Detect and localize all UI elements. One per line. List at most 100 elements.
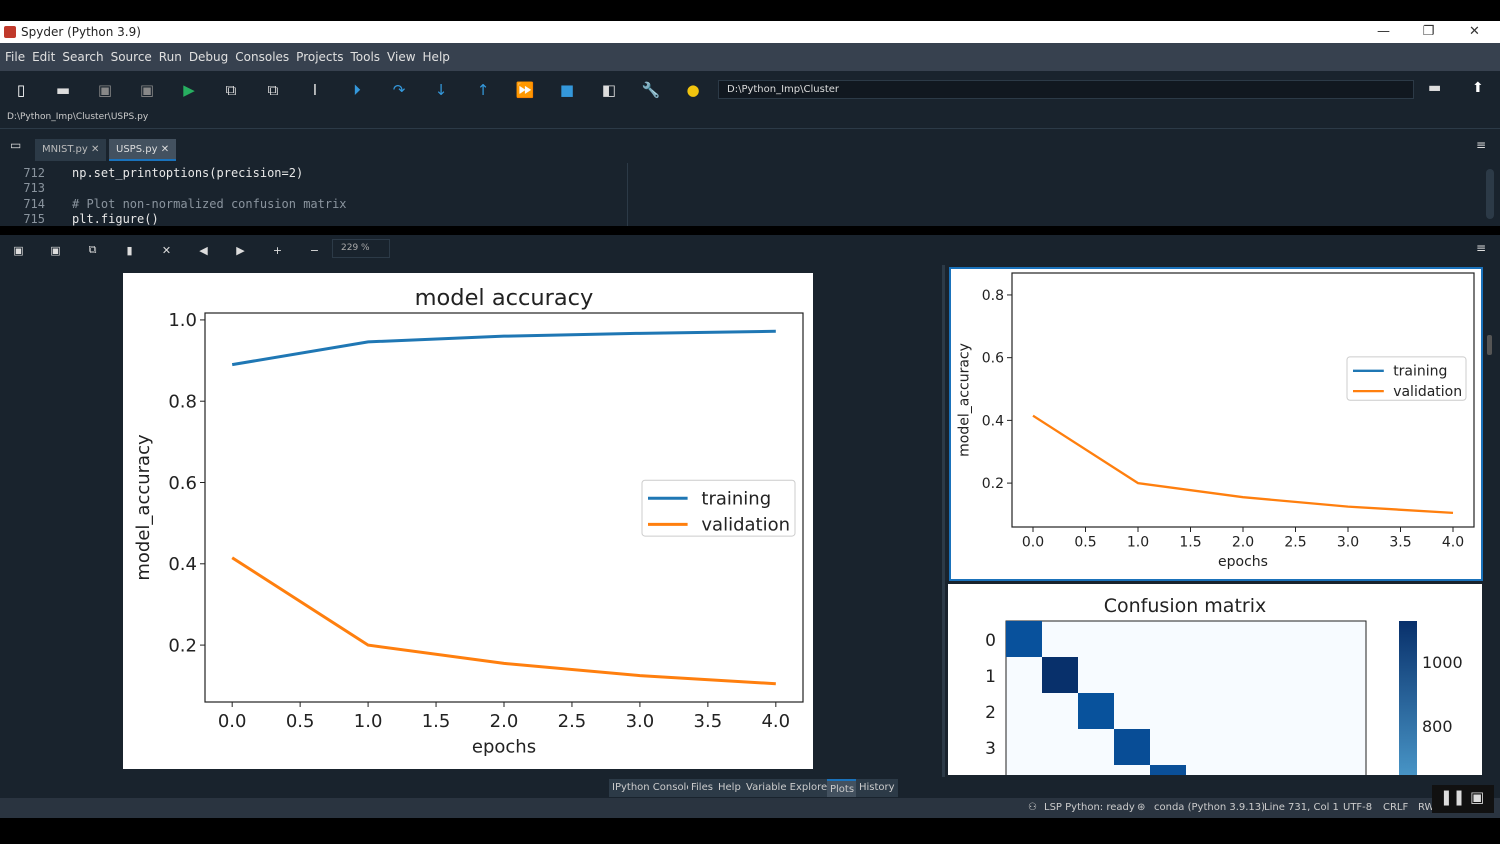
x-tick-label: 2.0 [1232, 535, 1254, 551]
tab-variable-explorer[interactable]: Variable Explorer [743, 779, 835, 797]
debug-icon[interactable]: ⏵ [353, 81, 361, 99]
code-editor[interactable]: 712 np.set_printoptions(precision=2) 713 … [0, 163, 1500, 226]
thumbnail-confusion-matrix[interactable]: Confusion matrix 0 1 2 3 1000 800 [948, 584, 1482, 775]
x-tick-label: 2.0 [490, 711, 519, 732]
menu-projects[interactable]: Projects [296, 50, 344, 64]
menu-consoles[interactable]: Consoles [235, 50, 290, 64]
tab-ipython-console[interactable]: IPython Console [609, 779, 696, 797]
thumbnail-accuracy-plot[interactable]: 0.0 0.5 1.0 1.5 2.0 2.5 3.0 3.5 4.0 0.2 0.4 0.6 0.8 e… [949, 267, 1483, 581]
new-file-icon[interactable]: ▯ [16, 81, 26, 99]
x-tick-label: 0.5 [286, 711, 315, 732]
menu-search[interactable]: Search [62, 50, 104, 64]
tab-history[interactable]: History [856, 779, 898, 797]
colorbar-tick-label: 800 [1422, 717, 1453, 736]
save-plot-icon[interactable]: ▣ [13, 243, 24, 257]
main-plot-figure: 0.0 0.5 1.0 1.5 2.0 2.5 3.0 3.5 4.0 0.2 0.4 0.6 0.8 1… [123, 273, 813, 769]
browse-folder-icon[interactable]: ▬ [1428, 80, 1442, 96]
tab-mnist[interactable]: MNIST.py ✕ [35, 139, 107, 161]
thumbnail-scrollbar[interactable] [1487, 335, 1492, 355]
previous-plot-icon[interactable]: ◀ [199, 243, 208, 257]
matrix-cell [1150, 765, 1186, 775]
code-comment: # Plot non-normalized confusion matrix [72, 197, 347, 211]
legend [641, 479, 796, 537]
x-axis-label: epochs [1218, 554, 1268, 570]
restore-button[interactable]: ❐ [1422, 24, 1435, 39]
maximize-pane-icon[interactable]: ◧ [601, 81, 617, 99]
row-label: 0 [985, 631, 996, 651]
menu-file[interactable]: File [5, 50, 26, 64]
menu-debug[interactable]: Debug [188, 50, 229, 64]
close-tab-icon[interactable]: ✕ [160, 144, 170, 155]
close-tab-icon[interactable]: ✕ [90, 144, 100, 155]
browse-tabs-icon[interactable]: ▭ [10, 138, 22, 152]
menu-tools[interactable]: Tools [350, 50, 381, 64]
copy-plot-icon[interactable]: ⧉ [88, 243, 97, 256]
x-tick-label: 1.0 [1127, 535, 1149, 551]
x-tick-label: 3.5 [694, 711, 723, 732]
remove-plot-icon[interactable]: ▮ [126, 243, 133, 257]
working-directory-input[interactable]: D:\Python_Imp\Cluster [718, 80, 1414, 99]
line-number: 712 [23, 166, 45, 180]
minimize-button[interactable]: — [1377, 24, 1390, 39]
menu-edit[interactable]: Edit [32, 50, 56, 64]
y-tick-label: 1.0 [168, 310, 197, 331]
pane-tabs: IPython Console Files Help Variable Expl… [0, 777, 1500, 798]
close-button[interactable]: ✕ [1469, 24, 1480, 39]
menu-source[interactable]: Source [110, 50, 152, 64]
save-all-icon[interactable]: ▣ [139, 81, 155, 99]
pause-icon[interactable]: ❚❚ [1440, 788, 1466, 806]
save-icon[interactable]: ▣ [97, 81, 113, 99]
file-permissions: RW [1418, 802, 1435, 813]
x-tick-label: 4.0 [761, 711, 790, 732]
code-line: plt.figure() [72, 212, 159, 226]
menu-view[interactable]: View [387, 50, 416, 64]
step-return-icon[interactable]: ↑ [476, 81, 490, 99]
editor-scrollbar[interactable] [1486, 169, 1494, 219]
y-tick-label: 0.6 [168, 473, 197, 494]
python-path-icon[interactable]: ● [686, 81, 700, 99]
tab-plots[interactable]: Plots [827, 779, 858, 797]
tab-files[interactable]: Files [688, 779, 716, 797]
continue-icon[interactable]: ⏩ [515, 81, 535, 99]
x-tick-label: 3.0 [1337, 535, 1359, 551]
run-cell-advance-icon[interactable]: ⧉ [267, 81, 279, 99]
save-all-plots-icon[interactable]: ▣ [50, 243, 61, 257]
line-number: 715 [23, 212, 45, 226]
zoom-in-icon[interactable]: + [272, 243, 283, 257]
options-menu-icon[interactable]: ≡ [1476, 138, 1487, 152]
x-tick-label: 2.5 [1284, 535, 1306, 551]
remove-all-plots-icon[interactable]: ✕ [161, 243, 172, 257]
tab-help[interactable]: Help [715, 779, 744, 797]
preferences-wrench-icon[interactable]: 🔧 [641, 81, 661, 99]
zoom-level-field[interactable]: 229 % [332, 239, 390, 258]
run-icon[interactable]: ▶ [183, 81, 195, 99]
tab-label: MNIST.py [42, 144, 88, 155]
y-tick-label: 0.8 [982, 288, 1004, 304]
x-axis-label: epochs [472, 736, 536, 757]
menu-help[interactable]: Help [422, 50, 450, 64]
chart-title: Confusion matrix [1104, 595, 1266, 617]
x-tick-label: 1.5 [422, 711, 451, 732]
parent-directory-icon[interactable]: ⬆ [1472, 80, 1484, 96]
line-number: 714 [23, 197, 45, 211]
legend-label-validation: validation [701, 515, 790, 536]
run-selection-icon[interactable]: I [312, 81, 318, 99]
stop-icon[interactable]: ■ [559, 81, 575, 99]
next-plot-icon[interactable]: ▶ [236, 243, 245, 257]
file-encoding: UTF-8 [1343, 802, 1373, 813]
window-title: Spyder (Python 3.9) [21, 25, 141, 39]
zoom-out-icon[interactable]: − [309, 243, 320, 257]
run-cell-icon[interactable]: ⧉ [225, 81, 237, 99]
open-file-icon[interactable]: ▬ [55, 81, 71, 99]
step-icon[interactable]: ↷ [392, 81, 406, 99]
tab-usps[interactable]: USPS.py ✕ [109, 139, 177, 161]
menu-run[interactable]: Run [158, 50, 182, 64]
x-tick-label: 0.0 [218, 711, 247, 732]
matrix-frame [1005, 620, 1367, 775]
step-into-icon[interactable]: ↓ [434, 81, 448, 99]
fullscreen-icon[interactable]: ▣ [1470, 788, 1485, 806]
matrix-cell [1006, 621, 1042, 657]
code-line: np.set_printoptions(precision=2) [72, 166, 304, 180]
plots-options-icon[interactable]: ≡ [1476, 241, 1487, 255]
conda-env[interactable]: conda (Python 3.9.13) [1154, 802, 1266, 813]
